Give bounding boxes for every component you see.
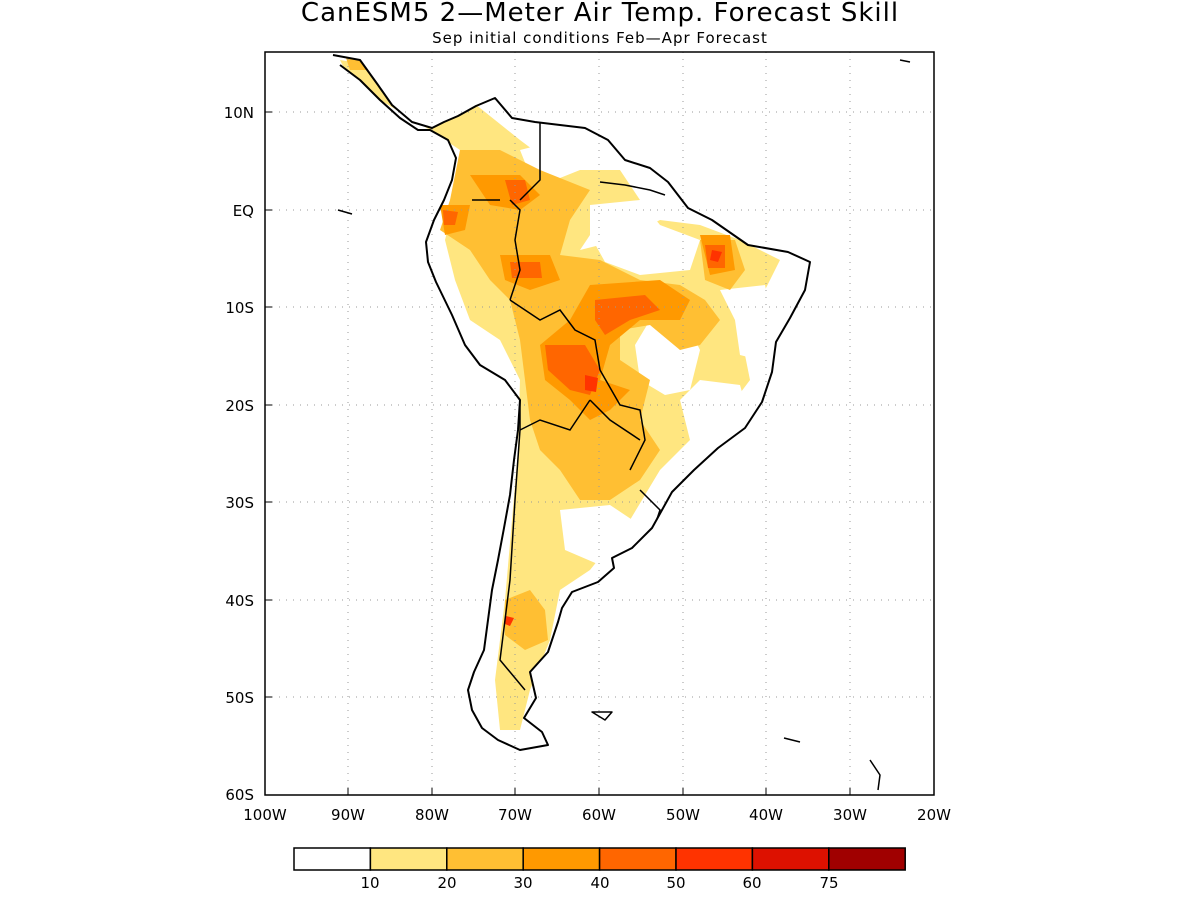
x-tick-label: 60W — [582, 806, 616, 824]
colorbar-label: 50 — [666, 874, 685, 892]
x-tick-label: 30W — [833, 806, 867, 824]
colorbar-swatch — [369, 847, 448, 871]
colorbar-label: 20 — [437, 874, 456, 892]
y-tick-label: 20S — [225, 397, 254, 415]
graticule — [265, 52, 934, 795]
x-tick-label: 100W — [243, 806, 287, 824]
colorbar-label: 30 — [513, 874, 532, 892]
map-subtitle: Sep initial conditions Feb—Apr Forecast — [432, 29, 768, 47]
skill-shading — [340, 55, 780, 730]
y-tick-label: 60S — [225, 786, 254, 804]
coastlines — [332, 54, 911, 791]
x-tick-label: 20W — [917, 806, 951, 824]
colorbar: 10 20 30 40 50 60 75 — [293, 847, 906, 892]
colorbar-swatch — [828, 847, 906, 871]
colorbar-label: 75 — [819, 874, 838, 892]
colorbar-label: 40 — [590, 874, 609, 892]
x-tick-label: 70W — [498, 806, 532, 824]
y-axis: 10N EQ 10S 20S 30S 40S 50S 60S — [224, 104, 272, 804]
y-tick-label: 10S — [225, 299, 254, 317]
country-borders — [472, 120, 666, 691]
colorbar-swatch — [293, 847, 372, 871]
y-tick-label: EQ — [233, 202, 254, 220]
colorbar-swatch — [522, 847, 601, 871]
x-tick-label: 50W — [666, 806, 700, 824]
colorbar-swatch — [598, 847, 677, 871]
colorbar-swatch — [446, 847, 524, 871]
colorbar-swatch — [751, 847, 830, 871]
y-tick-label: 30S — [225, 494, 254, 512]
y-tick-label: 40S — [225, 592, 254, 610]
x-tick-label: 90W — [331, 806, 365, 824]
x-tick-label: 40W — [749, 806, 783, 824]
y-tick-label: 50S — [225, 689, 254, 707]
colorbar-swatch — [675, 847, 754, 871]
colorbar-label: 10 — [360, 874, 379, 892]
y-tick-label: 10N — [224, 104, 254, 122]
map-title: CanESM5 2—Meter Air Temp. Forecast Skill — [300, 0, 900, 28]
colorbar-label: 60 — [742, 874, 761, 892]
x-axis: 100W 90W 80W 70W 60W 50W 40W 30W 20W — [243, 788, 951, 824]
x-tick-label: 80W — [415, 806, 449, 824]
